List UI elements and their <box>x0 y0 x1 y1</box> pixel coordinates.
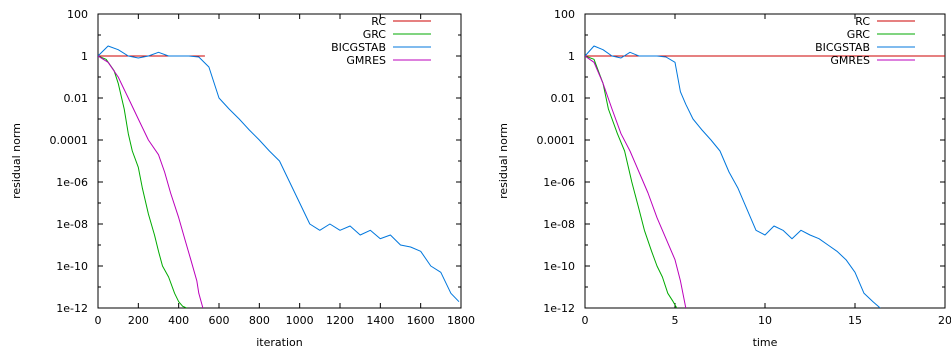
y-tick-label: 1 <box>568 50 575 63</box>
series-line-grc <box>585 55 678 308</box>
y-axis-label: residual norm <box>497 123 510 199</box>
series-line-bicgstab <box>585 45 881 308</box>
x-tick-label: 800 <box>249 314 270 327</box>
chart-panel-2: 1e-12 1e-10 1e-08 1e-06 0.0001 0.01 1 100 0 5 10 15… <box>497 8 951 349</box>
x-tick-label: 10 <box>758 314 772 327</box>
legend-label: GMRES <box>830 54 870 67</box>
legend-label: BICGSTAB <box>815 41 870 54</box>
y-tick-label: 0.01 <box>64 92 89 105</box>
series-line-gmres <box>585 55 687 308</box>
y-tick-label: 1e-08 <box>543 218 575 231</box>
y-tick-label: 100 <box>67 8 88 21</box>
x-tick-label: 400 <box>168 314 189 327</box>
legend-label: BICGSTAB <box>331 41 386 54</box>
y-tick-label: 1e-12 <box>543 302 575 315</box>
x-axis-label: iteration <box>256 336 302 349</box>
x-tick-label: 1400 <box>366 314 394 327</box>
x-axis-label: time <box>753 336 778 349</box>
x-tick-label: 1600 <box>407 314 435 327</box>
series-line-gmres <box>98 55 204 308</box>
y-tick-label: 100 <box>554 8 575 21</box>
x-tick-label: 200 <box>128 314 149 327</box>
x-tick-label: 5 <box>672 314 679 327</box>
x-tick-label: 0 <box>582 314 589 327</box>
y-tick-label: 0.0001 <box>537 134 576 147</box>
legend-label: GRC <box>363 28 387 41</box>
x-tick-label: 1800 <box>447 314 475 327</box>
series-line-grc <box>98 55 187 308</box>
x-tick-label: 15 <box>848 314 862 327</box>
y-axis-label: residual norm <box>10 123 23 199</box>
y-tick-label: 1e-06 <box>56 176 88 189</box>
x-tick-label: 1000 <box>286 314 314 327</box>
x-tick-label: 600 <box>209 314 230 327</box>
y-tick-label: 1e-10 <box>543 260 575 273</box>
x-tick-label: 20 <box>938 314 951 327</box>
y-tick-label: 1e-12 <box>56 302 88 315</box>
y-tick-label: 0.01 <box>551 92 576 105</box>
y-tick-label: 0.0001 <box>50 134 89 147</box>
legend-label: GRC <box>847 28 871 41</box>
legend-label: RC <box>855 15 870 28</box>
y-tick-label: 1 <box>81 50 88 63</box>
x-tick-label: 1200 <box>326 314 354 327</box>
plot-frame <box>584 13 946 309</box>
x-tick-label: 0 <box>95 314 102 327</box>
y-tick-label: 1e-08 <box>56 218 88 231</box>
y-tick-label: 1e-10 <box>56 260 88 273</box>
y-tick-label: 1e-06 <box>543 176 575 189</box>
legend-label: GMRES <box>346 54 386 67</box>
series-line-bicgstab <box>98 45 460 303</box>
legend-label: RC <box>371 15 386 28</box>
